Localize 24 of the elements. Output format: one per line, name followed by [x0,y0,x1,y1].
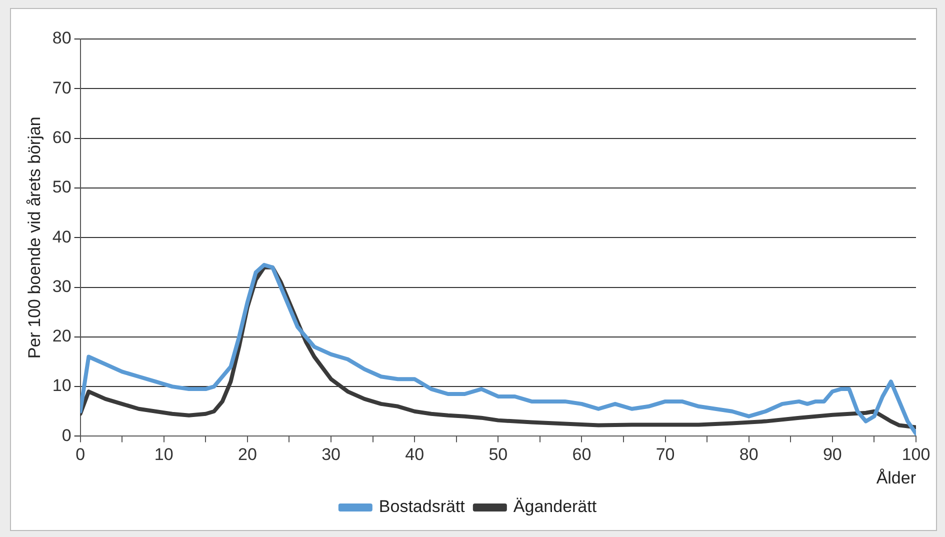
x-tick-label: 30 [322,445,340,464]
x-tick-label: 100 [902,445,930,464]
x-tick-label: 60 [572,445,592,464]
x-tick-label: 90 [822,445,842,464]
y-tick-label: 20 [52,326,72,346]
y-tick-label: 60 [52,128,72,147]
legend-label: Äganderätt [513,497,597,516]
legend-label: Bostadsrätt [378,497,466,516]
x-tick-label: 80 [739,445,758,464]
x-tick-label: 20 [238,445,257,464]
y-tick-label: 50 [52,178,72,197]
y-tick-label: 10 [52,376,72,396]
x-axis-title: Ålder [876,468,916,488]
x-tick-label: 10 [154,445,174,464]
y-tick-label: 40 [52,227,72,246]
y-tick-label: 70 [52,78,72,98]
y-axis-title: Per 100 boende vid årets början [24,116,44,359]
y-tick-label: 80 [52,28,72,48]
x-tick-label: 0 [76,445,86,464]
y-tick-label: 0 [62,426,72,445]
x-tick-label: 50 [488,445,508,464]
y-tick-label: 30 [52,276,72,296]
x-tick-label: 40 [405,445,424,464]
x-tick-label: 70 [656,445,675,464]
